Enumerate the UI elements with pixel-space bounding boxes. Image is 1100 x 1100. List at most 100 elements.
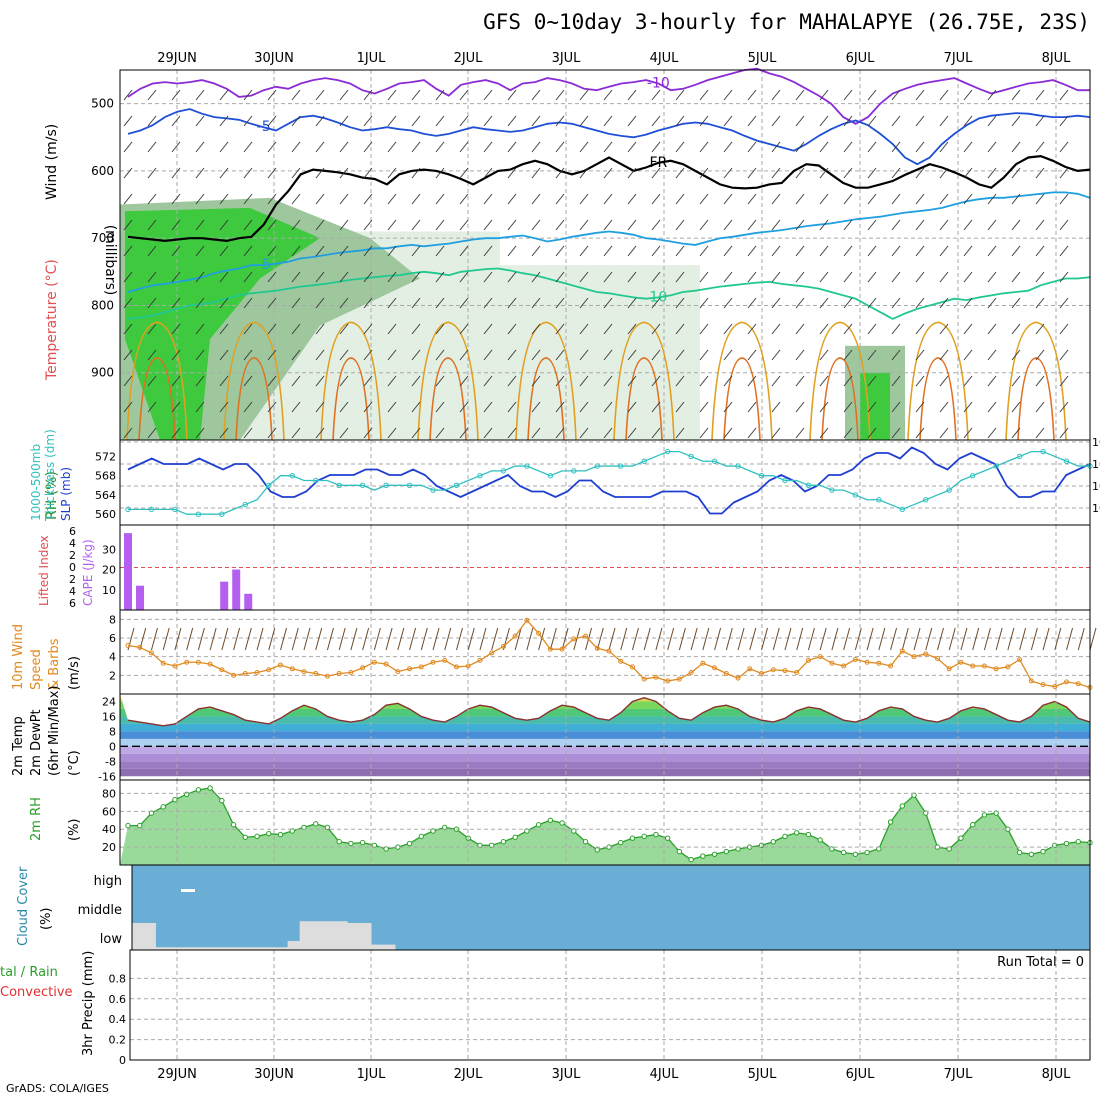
rh2m-tick-label: 60 — [102, 805, 116, 818]
wind-speed-marker — [125, 642, 131, 648]
wind-speed-marker — [864, 659, 870, 665]
wind-barb — [699, 89, 709, 101]
thickness-marker — [1040, 448, 1046, 455]
isotherm-label: -5 — [257, 257, 271, 273]
wind-barb — [456, 627, 463, 651]
wind-speed-marker — [500, 643, 506, 649]
wind-barb — [939, 141, 949, 153]
wind-barb — [555, 89, 565, 101]
wind-barb — [987, 427, 997, 439]
wind-barb — [603, 323, 613, 335]
wind-barb — [483, 271, 493, 283]
wind-barb — [1011, 297, 1021, 309]
wind-barb — [147, 427, 157, 439]
wind-speed-marker — [266, 667, 272, 673]
wind-barb — [1035, 349, 1045, 361]
wind-barb — [627, 89, 637, 101]
wind-speed-marker — [371, 659, 377, 665]
wind-barb — [699, 271, 709, 283]
wind-speed-marker — [289, 666, 295, 672]
wind-barb — [339, 427, 349, 439]
wind-barb — [538, 627, 546, 651]
wind-barb — [303, 627, 311, 651]
rh2m-marker — [805, 831, 812, 838]
thickness-marker — [923, 497, 929, 503]
wind-speed-marker — [841, 663, 847, 669]
wind-barb — [891, 297, 901, 309]
wind-barb — [651, 427, 661, 439]
wind-speed-marker — [723, 670, 729, 676]
wind-speed-marker — [430, 659, 436, 665]
temp-band — [120, 723, 1090, 732]
wind-speed-marker — [970, 663, 976, 669]
wind-barb — [939, 297, 949, 309]
wind-barb — [507, 193, 517, 205]
wind-barb — [651, 167, 661, 179]
wind-barb — [651, 89, 661, 101]
wind-barb — [531, 115, 541, 127]
wind-barb — [725, 627, 733, 651]
wind-barb — [1042, 627, 1050, 651]
wind-barb — [1035, 115, 1045, 127]
wind-barb — [459, 141, 469, 153]
wind-speed-marker — [911, 654, 917, 660]
thickness-marker — [899, 506, 905, 513]
rh2m-marker — [782, 833, 788, 840]
wind-barb — [459, 297, 469, 309]
wind-barb — [171, 193, 181, 205]
wind-barb — [579, 115, 589, 127]
wind-barb — [315, 349, 325, 361]
wind-barb — [867, 297, 877, 309]
wind-barb — [723, 297, 733, 309]
wind-barb — [195, 349, 205, 361]
wind-barb — [267, 115, 277, 127]
rh2m-marker — [1040, 848, 1046, 855]
thickness-marker — [195, 511, 202, 517]
wind-speed-marker — [219, 667, 225, 673]
isotherm-15 — [417, 321, 479, 441]
wind-barb — [555, 427, 565, 439]
rh2m-marker — [958, 835, 964, 841]
wind-barb — [267, 271, 277, 283]
wind-barb — [483, 349, 493, 361]
isotherm-line — [127, 191, 1091, 293]
wind-barb — [171, 271, 181, 283]
wind-barb — [987, 297, 997, 309]
wind-barb — [843, 115, 853, 127]
isotherm-20 — [919, 357, 957, 441]
wind-barb — [723, 219, 733, 231]
thickness-marker — [336, 482, 342, 489]
wind-speed-marker — [383, 661, 389, 667]
li-tick-label: 0 — [69, 561, 76, 574]
wind-barb — [243, 349, 253, 361]
wind-barb — [171, 427, 181, 439]
wind-barb — [699, 219, 709, 231]
wind-barb — [555, 349, 565, 361]
rh2m-marker — [266, 830, 272, 837]
wind-barb — [561, 627, 569, 651]
rh-label: RH (%) — [44, 471, 60, 520]
wind-barb — [627, 141, 637, 153]
wind-barb — [339, 89, 349, 101]
rh2m-marker — [817, 837, 823, 843]
wind-barb — [171, 245, 181, 257]
wind-barb — [963, 115, 973, 127]
wind-barb — [435, 323, 445, 335]
wind-barb — [123, 401, 133, 413]
wind-barb — [1059, 349, 1069, 361]
wind-barb — [690, 627, 698, 651]
wind-barb — [123, 141, 133, 153]
wind-barb — [939, 401, 949, 413]
wind-tick-label: 6 — [109, 632, 116, 645]
wind-barb — [939, 89, 949, 101]
wind-speed-marker — [993, 666, 999, 672]
wind-barb — [174, 627, 182, 651]
rh2m-marker — [547, 817, 554, 823]
date-label-bottom: 8JUL — [1042, 1067, 1072, 1082]
wind-barb — [1059, 141, 1069, 153]
rh2m-marker — [840, 849, 847, 856]
wind-barb — [459, 427, 469, 439]
thickness-marker — [571, 468, 577, 474]
thickness-marker — [524, 463, 530, 469]
